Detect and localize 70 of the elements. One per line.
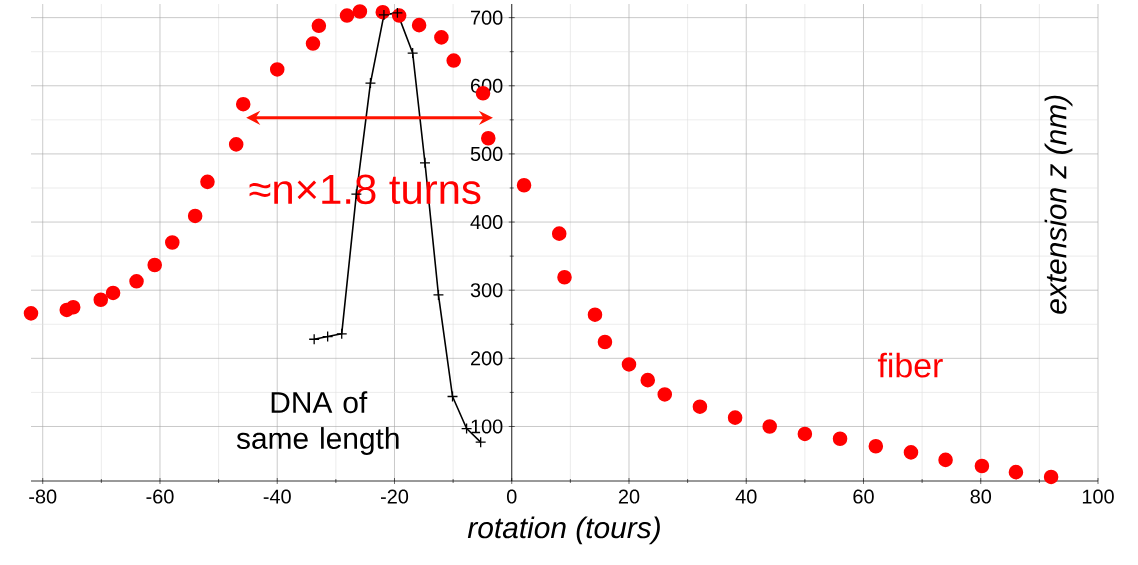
point <box>557 269 572 285</box>
point <box>305 36 321 51</box>
x-tick-label: 0 <box>506 489 517 504</box>
x-tick-label: 100 <box>1082 489 1114 504</box>
series-label: fiber <box>877 352 943 378</box>
y-tick-label: 200 <box>470 351 503 366</box>
point <box>308 333 320 345</box>
point <box>147 257 162 273</box>
point <box>200 174 215 190</box>
point <box>446 390 459 403</box>
y-tick-label: 300 <box>470 283 503 298</box>
point <box>762 419 777 434</box>
point <box>339 8 355 23</box>
y-tick-label: 500 <box>470 146 503 161</box>
point <box>727 410 743 425</box>
point <box>352 4 368 19</box>
x-tick-label: -80 <box>29 489 57 504</box>
point <box>378 9 390 21</box>
point <box>446 53 461 68</box>
point <box>228 137 244 152</box>
x-tick-label: 60 <box>853 489 874 504</box>
y-tick-label: 100 <box>471 419 503 434</box>
x-tick-label: -60 <box>146 489 174 504</box>
point <box>129 274 144 289</box>
point <box>432 289 445 301</box>
point <box>903 445 919 460</box>
point <box>65 299 81 315</box>
point <box>93 292 109 308</box>
point <box>391 7 404 19</box>
point <box>411 17 427 33</box>
point <box>974 458 990 474</box>
point <box>407 47 419 59</box>
point <box>336 328 348 340</box>
point <box>640 372 656 388</box>
point <box>832 431 848 447</box>
x-axis-title: rotation (tours) <box>467 516 660 545</box>
y-tick-label: 400 <box>470 215 503 230</box>
point <box>938 452 953 468</box>
x-tick-label: 40 <box>735 489 757 504</box>
point <box>235 96 251 112</box>
x-tick-label: -40 <box>263 489 291 504</box>
point <box>165 235 180 250</box>
point <box>657 387 673 402</box>
x-tick-label: 80 <box>970 489 992 504</box>
point <box>475 436 487 448</box>
point <box>105 285 121 301</box>
point <box>551 226 567 241</box>
point <box>868 438 884 454</box>
y-tick-label: 700 <box>471 10 503 25</box>
x-tick-label: -20 <box>380 489 409 504</box>
point <box>587 307 603 323</box>
point <box>481 130 496 146</box>
x-tick-label: 20 <box>618 489 640 504</box>
point <box>797 426 813 442</box>
point <box>597 334 613 350</box>
point <box>364 77 377 89</box>
point <box>269 62 285 77</box>
point <box>692 399 708 414</box>
point <box>434 30 449 45</box>
point <box>322 330 334 343</box>
point <box>621 357 637 372</box>
point <box>1043 469 1059 485</box>
point <box>23 306 39 321</box>
y-axis-title: extension z (nm) <box>1044 95 1073 314</box>
series-label: DNA of same length <box>236 391 399 455</box>
point <box>311 18 327 34</box>
point <box>516 177 532 193</box>
point <box>187 208 203 224</box>
point <box>1008 464 1024 480</box>
point <box>419 157 431 169</box>
